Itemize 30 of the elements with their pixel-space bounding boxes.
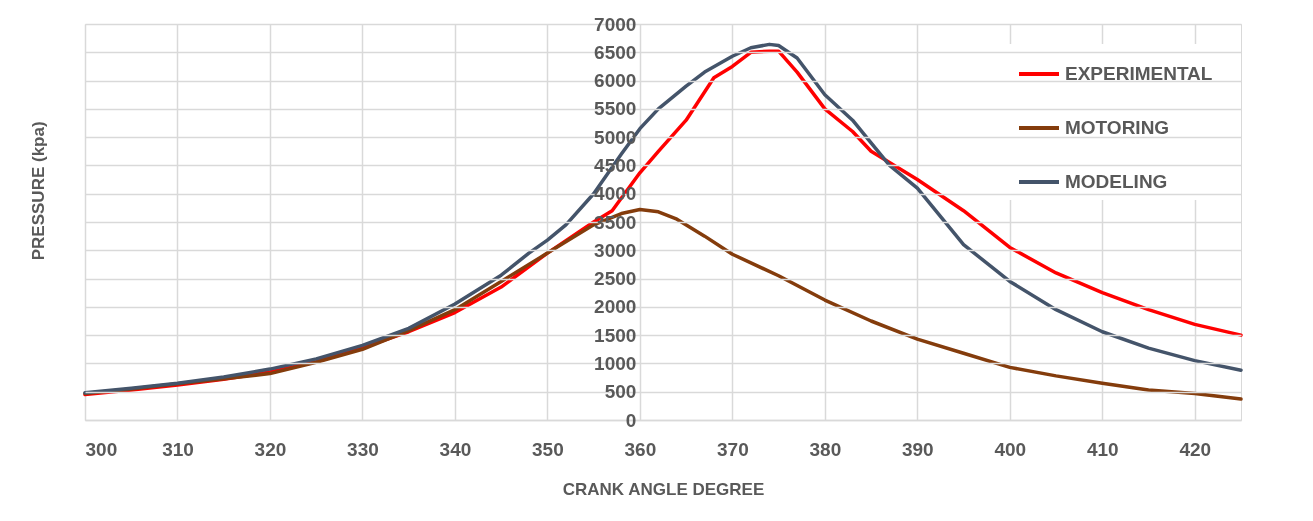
x-tick-label: 390 xyxy=(901,438,934,460)
y-tick-label: 1500 xyxy=(594,324,637,346)
y-tick-label: 7000 xyxy=(594,13,637,35)
legend-label: EXPERIMENTAL xyxy=(1065,63,1213,84)
y-tick-label: 5500 xyxy=(594,98,637,120)
x-tick-label: 340 xyxy=(439,438,472,460)
y-tick-label: 6500 xyxy=(594,41,637,63)
y-tick-label: 2000 xyxy=(594,296,637,318)
x-tick-label: 410 xyxy=(1086,438,1119,460)
y-tick-label: 500 xyxy=(604,381,637,403)
x-tick-label: 380 xyxy=(809,438,842,460)
x-tick-label: 300 xyxy=(85,438,118,460)
y-tick-label: 0 xyxy=(625,409,637,431)
y-tick-label: 1000 xyxy=(594,352,637,374)
y-tick-label: 3500 xyxy=(594,211,637,233)
legend-label: MODELING xyxy=(1065,171,1168,192)
legend-label: MOTORING xyxy=(1065,117,1170,138)
y-axis-title: PRESSURE (kpa) xyxy=(28,121,48,261)
x-tick-label: 350 xyxy=(532,438,564,460)
y-tick-label: 2500 xyxy=(594,268,637,290)
x-tick-label: 320 xyxy=(254,438,287,460)
y-tick-label: 6000 xyxy=(594,70,637,92)
y-tick-label: 3000 xyxy=(594,239,637,261)
x-tick-label: 310 xyxy=(162,438,194,460)
x-tick-label: 360 xyxy=(624,438,657,460)
x-tick-label: 400 xyxy=(994,438,1027,460)
x-axis-title: CRANK ANGLE DEGREE xyxy=(562,479,765,499)
x-tick-label: 370 xyxy=(717,438,749,460)
x-tick-label: 420 xyxy=(1179,438,1212,460)
x-tick-label: 330 xyxy=(347,438,379,460)
